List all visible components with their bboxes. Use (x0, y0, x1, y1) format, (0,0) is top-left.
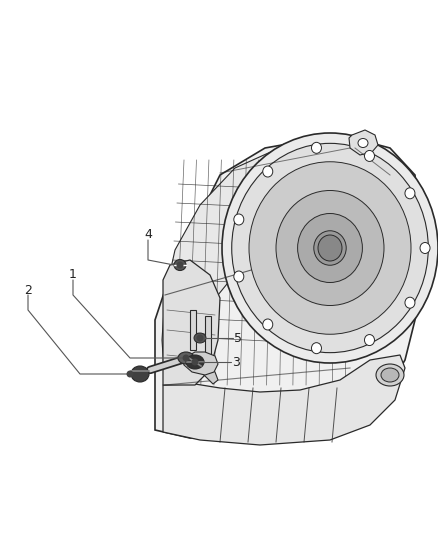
Ellipse shape (249, 161, 411, 334)
Polygon shape (163, 260, 220, 385)
Ellipse shape (420, 243, 430, 254)
Ellipse shape (311, 142, 321, 154)
Circle shape (183, 354, 190, 361)
Ellipse shape (263, 319, 273, 330)
Ellipse shape (194, 333, 206, 343)
Ellipse shape (276, 190, 384, 305)
Ellipse shape (376, 364, 404, 386)
Text: 3: 3 (232, 356, 240, 368)
Ellipse shape (364, 150, 374, 161)
Ellipse shape (405, 297, 415, 308)
Ellipse shape (186, 355, 204, 369)
Text: 4: 4 (144, 229, 152, 241)
Text: 1: 1 (69, 269, 77, 281)
Ellipse shape (222, 133, 438, 363)
Ellipse shape (364, 335, 374, 345)
Polygon shape (190, 310, 196, 350)
Ellipse shape (131, 366, 149, 382)
Polygon shape (349, 130, 378, 155)
Ellipse shape (381, 368, 399, 382)
Ellipse shape (311, 343, 321, 354)
Ellipse shape (405, 188, 415, 199)
Ellipse shape (318, 235, 342, 261)
Ellipse shape (297, 214, 362, 282)
Polygon shape (182, 352, 218, 375)
Ellipse shape (358, 139, 368, 148)
Text: 2: 2 (24, 284, 32, 296)
Circle shape (191, 359, 198, 366)
Circle shape (197, 335, 204, 342)
Polygon shape (162, 143, 355, 385)
Polygon shape (182, 356, 218, 384)
Polygon shape (163, 355, 405, 445)
Ellipse shape (314, 231, 346, 265)
Ellipse shape (263, 166, 273, 177)
Polygon shape (155, 140, 420, 440)
Ellipse shape (232, 143, 428, 353)
Circle shape (177, 262, 184, 269)
Circle shape (127, 370, 134, 377)
Text: 5: 5 (234, 332, 242, 344)
Ellipse shape (260, 173, 400, 323)
Ellipse shape (234, 214, 244, 225)
Ellipse shape (174, 260, 186, 271)
Ellipse shape (234, 271, 244, 282)
Ellipse shape (178, 352, 194, 364)
Polygon shape (205, 316, 211, 358)
